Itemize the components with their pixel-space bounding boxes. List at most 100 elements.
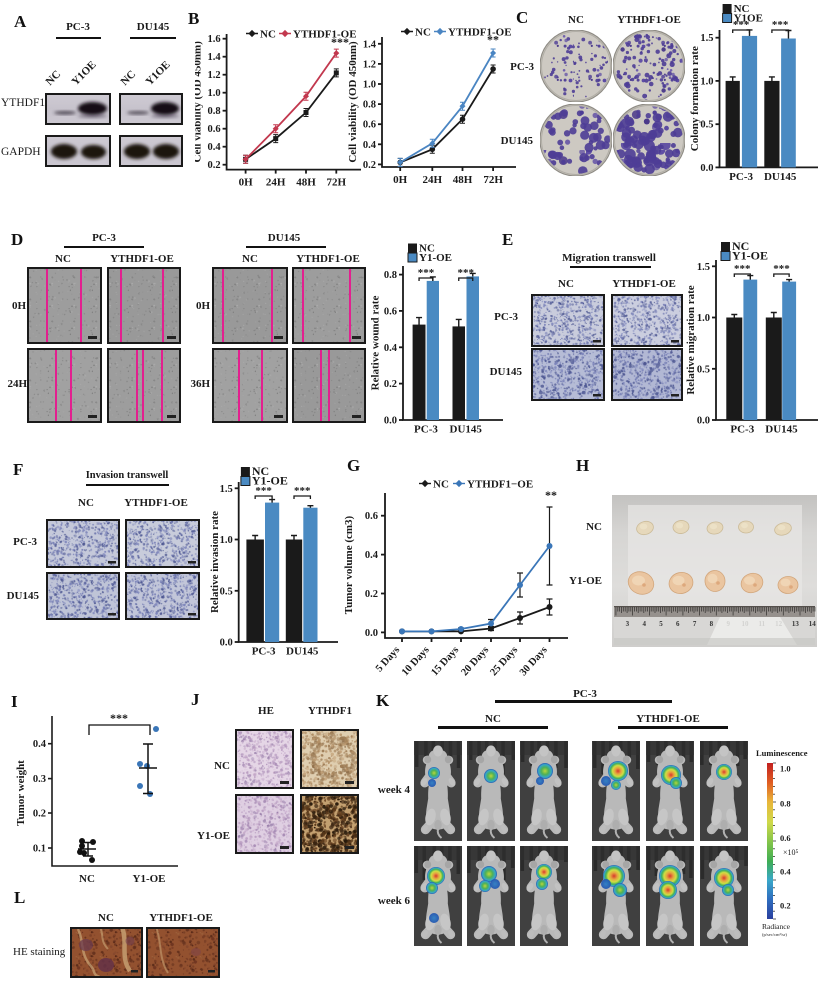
svg-text:0.4: 0.4 <box>207 142 221 153</box>
svg-text:6: 6 <box>676 620 680 628</box>
svg-text:Colony formation rate: Colony formation rate <box>690 46 701 151</box>
svg-text:PC-3: PC-3 <box>729 171 753 183</box>
svg-text:NC: NC <box>732 239 749 253</box>
svg-text:0.2: 0.2 <box>33 809 46 820</box>
svg-text:YTHDF1-OE: YTHDF1-OE <box>448 27 512 39</box>
svg-text:Tumor volume (cm3): Tumor volume (cm3) <box>343 515 355 614</box>
svg-text:0.4: 0.4 <box>780 867 791 877</box>
svg-text:DU145: DU145 <box>764 171 797 183</box>
svg-text:***: *** <box>773 263 790 275</box>
svg-text:NC: NC <box>260 29 276 41</box>
svg-text:0.0: 0.0 <box>384 416 397 427</box>
svg-text:Tumor weight: Tumor weight <box>15 760 27 826</box>
svg-text:4: 4 <box>642 620 646 628</box>
svg-text:0.3: 0.3 <box>33 774 46 785</box>
svg-text:Y1OE: Y1OE <box>734 13 763 25</box>
svg-text:PC-3: PC-3 <box>252 646 276 658</box>
svg-text:48H: 48H <box>296 177 316 189</box>
svg-text:14: 14 <box>809 620 817 628</box>
svg-text:Y1-OE: Y1-OE <box>732 249 768 263</box>
svg-text:1.6: 1.6 <box>207 34 220 45</box>
svg-text:0.0: 0.0 <box>220 638 233 649</box>
svg-text:0.8: 0.8 <box>363 100 376 111</box>
svg-text:×10⁵: ×10⁵ <box>783 848 799 857</box>
svg-text:48H: 48H <box>453 174 473 186</box>
svg-text:0H: 0H <box>239 177 254 189</box>
svg-text:0H: 0H <box>393 174 408 186</box>
svg-text:NC: NC <box>415 27 431 39</box>
svg-text:***: *** <box>331 35 349 49</box>
svg-text:**: ** <box>545 488 557 502</box>
svg-text:0.2: 0.2 <box>384 379 397 390</box>
svg-text:DU145: DU145 <box>286 646 319 658</box>
svg-text:1.4: 1.4 <box>363 39 377 50</box>
svg-text:1.0: 1.0 <box>363 80 376 91</box>
svg-text:1.0: 1.0 <box>780 764 791 774</box>
svg-text:PC-3: PC-3 <box>414 424 438 436</box>
svg-text:NC: NC <box>419 243 435 255</box>
svg-text:0.0: 0.0 <box>365 628 378 639</box>
svg-text:0.6: 0.6 <box>780 833 791 843</box>
svg-text:0.6: 0.6 <box>363 120 376 131</box>
svg-text:1.0: 1.0 <box>697 313 710 324</box>
svg-text:0.8: 0.8 <box>384 270 397 281</box>
svg-text:25 Days: 25 Days <box>488 645 520 679</box>
svg-text:**: ** <box>487 33 499 47</box>
svg-text:3: 3 <box>626 620 630 628</box>
svg-text:24H: 24H <box>423 174 443 186</box>
svg-text:0.4: 0.4 <box>363 140 377 151</box>
svg-text:0.2: 0.2 <box>207 160 220 171</box>
svg-text:0.6: 0.6 <box>384 306 397 317</box>
svg-text:0.2: 0.2 <box>363 160 376 171</box>
svg-text:1.4: 1.4 <box>207 52 221 63</box>
svg-text:***: *** <box>255 485 272 497</box>
svg-text:0.5: 0.5 <box>697 364 710 375</box>
svg-text:YTHDF1-OE: YTHDF1-OE <box>293 29 357 41</box>
svg-text:1.2: 1.2 <box>363 59 376 70</box>
svg-text:***: *** <box>772 19 789 31</box>
svg-text:20 Days: 20 Days <box>459 645 491 679</box>
svg-text:NC: NC <box>734 3 750 15</box>
svg-text:Relative invasion rate: Relative invasion rate <box>209 511 221 613</box>
svg-text:DU145: DU145 <box>765 424 798 436</box>
svg-text:***: *** <box>110 711 128 725</box>
svg-text:NC: NC <box>79 873 95 885</box>
svg-text:0.6: 0.6 <box>365 511 378 522</box>
svg-text:(p/sec/cm²/sr): (p/sec/cm²/sr) <box>762 932 787 937</box>
svg-text:Cell viability (OD 450nm): Cell viability (OD 450nm) <box>348 41 359 163</box>
svg-text:1.5: 1.5 <box>220 484 233 495</box>
svg-text:0.8: 0.8 <box>207 106 220 117</box>
svg-text:8: 8 <box>710 620 714 628</box>
svg-text:0.6: 0.6 <box>207 124 220 135</box>
svg-text:72H: 72H <box>327 177 347 189</box>
svg-text:5: 5 <box>659 620 663 628</box>
svg-text:15 Days: 15 Days <box>429 645 461 679</box>
svg-text:Y1-OE: Y1-OE <box>252 474 288 488</box>
svg-text:5 Days: 5 Days <box>374 645 402 675</box>
svg-text:DU145: DU145 <box>450 424 483 436</box>
svg-text:0.2: 0.2 <box>780 900 791 910</box>
svg-text:1.0: 1.0 <box>220 535 233 546</box>
svg-text:13: 13 <box>792 620 800 628</box>
svg-text:***: *** <box>418 267 435 279</box>
svg-text:0.2: 0.2 <box>365 589 378 600</box>
svg-text:0.1: 0.1 <box>33 844 46 855</box>
svg-text:0.4: 0.4 <box>33 739 47 750</box>
svg-text:24H: 24H <box>266 177 286 189</box>
svg-text:0.4: 0.4 <box>365 550 379 561</box>
svg-text:0.5: 0.5 <box>700 120 713 131</box>
svg-text:1.0: 1.0 <box>207 88 220 99</box>
svg-text:Y1-OE: Y1-OE <box>419 252 452 264</box>
svg-text:***: *** <box>734 263 751 275</box>
svg-text:***: *** <box>733 19 750 31</box>
svg-text:72H: 72H <box>483 174 503 186</box>
svg-text:Relative migration rate: Relative migration rate <box>685 285 697 394</box>
svg-text:NC: NC <box>433 479 449 491</box>
svg-text:0.0: 0.0 <box>697 416 710 427</box>
svg-text:Relative wound rate: Relative wound rate <box>370 296 382 391</box>
svg-text:Luminescence: Luminescence <box>756 748 808 758</box>
svg-text:10 Days: 10 Days <box>400 645 432 679</box>
svg-text:0.4: 0.4 <box>384 343 398 354</box>
svg-text:1.5: 1.5 <box>697 262 710 273</box>
svg-text:Cell viability (OD 450nm): Cell viability (OD 450nm) <box>195 41 204 163</box>
